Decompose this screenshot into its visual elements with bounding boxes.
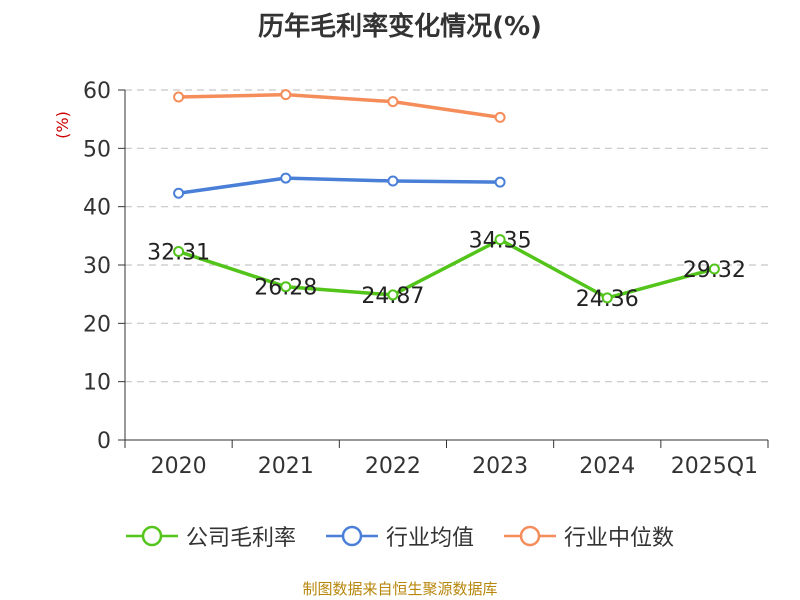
data-point (494, 111, 506, 123)
y-tick-label: 0 (97, 429, 111, 454)
data-point (494, 234, 506, 246)
series-line (178, 176, 501, 195)
x-tick-label: 2023 (472, 454, 528, 479)
legend-label: 行业均值 (385, 526, 474, 551)
legend-label: 行业中位数 (564, 526, 675, 551)
series-lines (173, 89, 720, 304)
data-point (280, 281, 292, 293)
data-point (387, 175, 399, 187)
x-tick-label: 2021 (258, 454, 314, 479)
data-point (387, 289, 399, 301)
source-note: 制图数据来自恒生聚源数据库 (302, 580, 498, 598)
series-line (178, 92, 501, 120)
x-tick-label: 2025Q1 (671, 454, 758, 479)
y-axis-label: (%) (53, 111, 72, 139)
legend-swatch-icon (504, 525, 556, 547)
data-point (494, 176, 506, 188)
y-tick-label: 40 (83, 196, 111, 221)
y-tick-label: 30 (83, 254, 111, 279)
y-tick-label: 60 (83, 79, 111, 104)
data-point (280, 172, 292, 184)
legend-swatch-circle (341, 525, 363, 547)
data-label: 32.31 (147, 241, 210, 266)
legend-label: 公司毛利率 (185, 526, 296, 551)
data-labels: 32.31 26.28 24.87 34.35 24.36 29.32 (147, 229, 746, 312)
data-point (387, 96, 399, 108)
data-label: 24.36 (576, 287, 639, 312)
x-tick-label: 2024 (579, 454, 635, 479)
y-tick-label: 10 (83, 371, 111, 396)
legend-item[interactable]: 行业中位数 (504, 520, 674, 552)
chart-title: 历年毛利率变化情况(%) (258, 12, 542, 42)
grid-lines (125, 89, 768, 383)
legend-item[interactable]: 行业均值 (325, 520, 474, 552)
x-tick-label: 2022 (365, 454, 421, 479)
x-tick-label: 2020 (151, 454, 207, 479)
data-point (173, 187, 185, 199)
legend-item[interactable]: 公司毛利率 (125, 520, 296, 552)
data-point (601, 292, 613, 304)
legend-swatch-icon (125, 525, 178, 547)
data-label: 29.32 (683, 258, 746, 283)
legend: 公司毛利率 行业均值 行业中位数 (0, 520, 800, 552)
data-label: 34.35 (469, 229, 532, 254)
legend-swatch-icon (325, 525, 378, 547)
series-line (178, 237, 715, 300)
data-label: 26.28 (254, 276, 317, 301)
y-tick-label: 20 (83, 312, 111, 337)
data-point (173, 91, 185, 103)
data-point (708, 263, 720, 275)
data-point (280, 89, 292, 101)
data-point (173, 246, 185, 258)
data-label: 24.87 (361, 284, 424, 309)
axes: 0 10 20 30 40 50 60 2020 2021 2022 2023 2024 2025Q1 (… (53, 79, 769, 479)
y-tick-label: 50 (83, 137, 111, 162)
legend-swatch-circle (141, 525, 163, 547)
legend-swatch-circle (519, 525, 541, 547)
